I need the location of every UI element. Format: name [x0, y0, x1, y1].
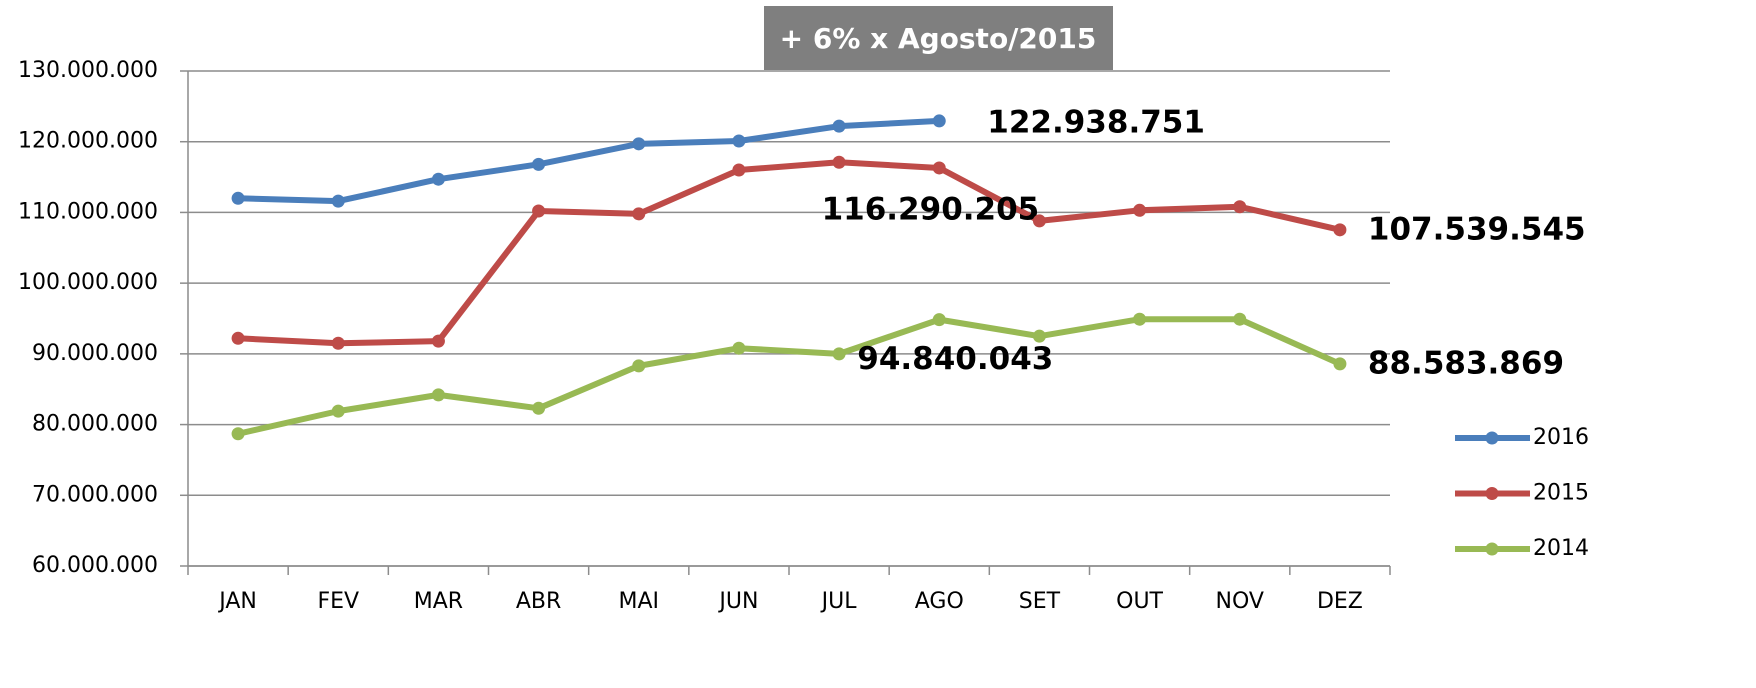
x-tick-label: JUN	[717, 589, 758, 614]
data-point	[832, 347, 846, 361]
data-point	[431, 334, 445, 348]
data-point	[1032, 329, 1046, 343]
x-tick-label: ABR	[516, 589, 561, 614]
data-point	[632, 359, 646, 373]
data-label: 94.840.043	[857, 341, 1053, 377]
data-point	[932, 114, 946, 128]
series-line	[237, 316, 1342, 437]
data-point	[732, 163, 746, 177]
data-point	[331, 404, 345, 418]
legend-label: 2015	[1533, 481, 1589, 506]
data-point	[632, 207, 646, 221]
x-tick-label: MAI	[618, 589, 659, 614]
x-tick-label: OUT	[1116, 589, 1163, 614]
data-point	[632, 137, 646, 151]
data-label: 88.583.869	[1368, 345, 1564, 381]
data-point	[732, 341, 746, 355]
data-point	[1333, 357, 1347, 371]
data-point	[331, 336, 345, 350]
data-point	[532, 401, 546, 415]
data-point	[832, 119, 846, 133]
data-point	[231, 191, 245, 205]
legend-marker	[1485, 487, 1499, 500]
y-tick-label: 80.000.000	[32, 412, 158, 437]
y-tick-label: 130.000.000	[18, 58, 158, 83]
legend-label: 2014	[1533, 536, 1589, 561]
legend-label: 2016	[1533, 425, 1589, 450]
data-point	[231, 331, 245, 345]
y-tick-label: 100.000.000	[18, 270, 158, 295]
x-tick-label: FEV	[317, 589, 359, 614]
data-point	[1333, 223, 1347, 237]
x-tick-label: MAR	[414, 589, 463, 614]
y-tick-label: 120.000.000	[18, 129, 158, 154]
x-tick-label: JAN	[217, 589, 257, 614]
data-point	[1032, 214, 1046, 228]
series-line	[237, 117, 940, 205]
x-tick-label: SET	[1019, 589, 1061, 614]
data-point	[431, 388, 445, 402]
legend-marker	[1485, 431, 1499, 445]
data-point	[1133, 312, 1147, 326]
data-point	[1233, 312, 1247, 326]
data-point	[1133, 203, 1147, 217]
y-tick-label: 90.000.000	[32, 341, 158, 366]
data-label: 116.290.205	[822, 191, 1040, 227]
data-point	[431, 172, 445, 186]
x-tick-label: AGO	[915, 589, 964, 614]
y-tick-label: 110.000.000	[18, 199, 158, 224]
data-point	[231, 427, 245, 441]
data-point	[1233, 200, 1247, 214]
series-line	[237, 159, 1341, 347]
data-point	[331, 194, 345, 208]
data-point	[832, 155, 846, 169]
annotation-box	[764, 6, 1113, 70]
legend-marker	[1485, 542, 1499, 556]
data-point	[932, 161, 946, 175]
x-tick-label: DEZ	[1317, 589, 1363, 614]
annotation: + 6% x Agosto/2015	[780, 22, 1097, 55]
data-point	[932, 313, 946, 327]
y-tick-label: 60.000.000	[32, 553, 158, 578]
y-tick-label: 70.000.000	[32, 482, 158, 507]
data-label: 107.539.545	[1368, 211, 1586, 247]
data-point	[532, 157, 546, 171]
data-point	[732, 134, 746, 148]
x-tick-label: NOV	[1216, 589, 1264, 614]
data-label: 122.938.751	[987, 104, 1205, 140]
data-point	[532, 204, 546, 218]
x-tick-label: JUL	[820, 589, 858, 614]
